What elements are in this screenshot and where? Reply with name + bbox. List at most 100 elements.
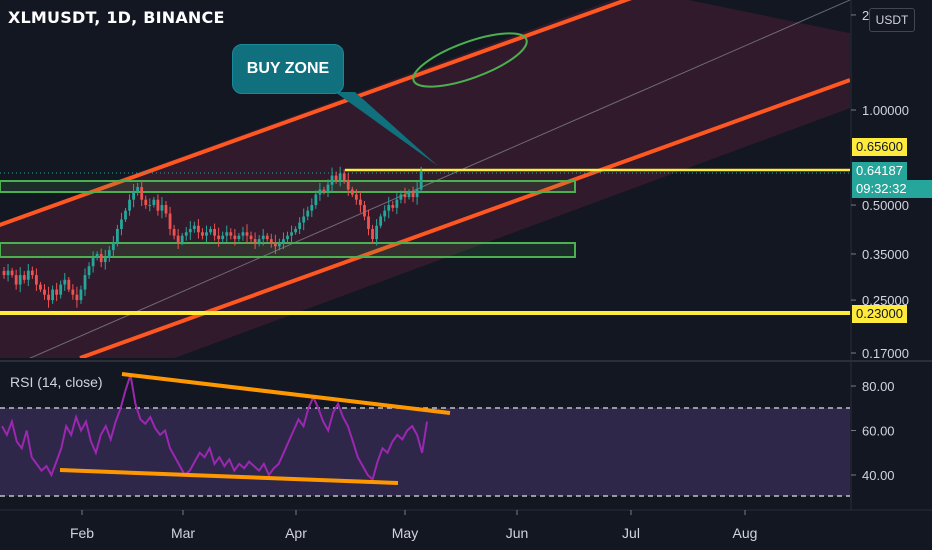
upper-zone-box[interactable]	[0, 180, 576, 193]
rsi-line[interactable]	[1, 374, 428, 482]
candle-body	[30, 270, 34, 276]
candle-body	[164, 205, 168, 214]
rsi-indicator-label[interactable]: RSI (14, close)	[10, 374, 103, 390]
rsi-tick-label: 40.00	[862, 468, 895, 483]
price-tick-label: 1.00000	[862, 103, 909, 118]
candle-body	[83, 275, 87, 290]
candle-body	[51, 289, 54, 301]
buy-zone-callout[interactable]: BUY ZONE	[232, 44, 344, 94]
candle-body	[201, 232, 204, 236]
currency-selector[interactable]: USDT	[869, 8, 915, 32]
candle-body	[18, 275, 22, 285]
candle-body	[249, 235, 253, 240]
candle-body	[310, 205, 314, 211]
candle-body	[265, 235, 269, 240]
candle-body	[192, 225, 196, 229]
candle-body	[419, 170, 423, 190]
channel-midline	[29, 0, 850, 358]
candle-body	[286, 235, 289, 240]
candle-body	[269, 239, 273, 243]
candle-body	[375, 225, 378, 240]
candle-body	[14, 275, 18, 285]
candle-body	[39, 284, 42, 290]
candle-body	[350, 189, 354, 195]
candle-body	[306, 210, 310, 217]
candle-body	[371, 228, 374, 240]
candle-body	[290, 232, 293, 236]
candle-body	[326, 184, 330, 192]
candle-body	[302, 216, 306, 223]
price-tick-label: 0.50000	[862, 198, 909, 213]
candle-body	[225, 232, 229, 236]
price-tick-label: 0.35000	[862, 247, 909, 262]
time-tick-label: Jun	[506, 525, 529, 541]
price-axis-labels: 2 1.00000 0.50000 0.35000 0.25000 0.17000	[851, 8, 909, 361]
candle-body	[338, 173, 342, 181]
candle-body	[22, 275, 26, 280]
candle-body	[168, 213, 172, 229]
candle-body	[273, 242, 277, 247]
candle-body	[261, 235, 265, 240]
candle-body	[10, 270, 14, 276]
candle-body	[241, 232, 245, 236]
price-pane[interactable]	[0, 0, 932, 430]
time-tick-label: Mar	[171, 525, 195, 541]
last-price-tag: 0.64187	[852, 162, 907, 180]
candle-body	[107, 250, 111, 258]
candle-body	[91, 257, 95, 267]
candle-body	[221, 235, 225, 240]
candle-body	[294, 228, 297, 233]
candle-body	[237, 235, 241, 240]
candle-body	[354, 194, 358, 200]
candle-body	[71, 289, 75, 295]
candle-body	[229, 232, 233, 236]
rsi-tick-label: 60.00	[862, 424, 895, 439]
candle-body	[209, 228, 212, 233]
candle-body	[124, 210, 127, 220]
rsi-support-trendline[interactable]	[59, 468, 399, 485]
candle-body	[55, 289, 59, 295]
resistance-price-tag: 0.65600	[852, 138, 907, 156]
price-tick-label: 0.17000	[862, 346, 909, 361]
candle-body	[120, 219, 123, 229]
rsi-resistance-trendline[interactable]	[121, 372, 451, 415]
candle-body	[367, 216, 370, 229]
candle-body	[132, 191, 135, 200]
candle-body	[314, 194, 318, 206]
candle-body	[233, 235, 237, 240]
candle-body	[197, 225, 200, 233]
candle-body	[330, 175, 334, 185]
candle-body	[205, 232, 208, 236]
candle-body	[391, 205, 395, 208]
candle-body	[26, 270, 30, 280]
lower-zone-box[interactable]	[0, 242, 576, 258]
candle-body	[95, 253, 99, 258]
candle-body	[176, 235, 180, 243]
candle-body	[2, 271, 6, 276]
candle-body	[282, 239, 285, 243]
time-tick-label: May	[392, 525, 418, 541]
highlight-ellipse[interactable]	[407, 23, 532, 98]
candle-body	[47, 294, 50, 301]
candle-body	[298, 222, 302, 229]
candle-body	[6, 270, 10, 276]
candle-body	[245, 232, 249, 236]
rsi-pane[interactable]	[0, 372, 850, 497]
candle-body	[379, 216, 383, 226]
candle-body	[415, 189, 419, 198]
support-price-tag: 0.23000	[852, 305, 907, 323]
candle-body	[136, 187, 140, 192]
candle-body	[387, 205, 391, 211]
rsi-band-fill	[0, 408, 850, 496]
candle-body	[318, 189, 322, 195]
candle-body	[383, 210, 387, 217]
candle-body	[257, 239, 261, 243]
time-tick-label: Apr	[285, 525, 307, 541]
candle-body	[43, 289, 46, 295]
candle-body	[395, 199, 399, 208]
candle-body	[180, 235, 184, 243]
candle-body	[140, 187, 144, 200]
candle-body	[172, 228, 176, 236]
candle-body	[35, 275, 38, 285]
